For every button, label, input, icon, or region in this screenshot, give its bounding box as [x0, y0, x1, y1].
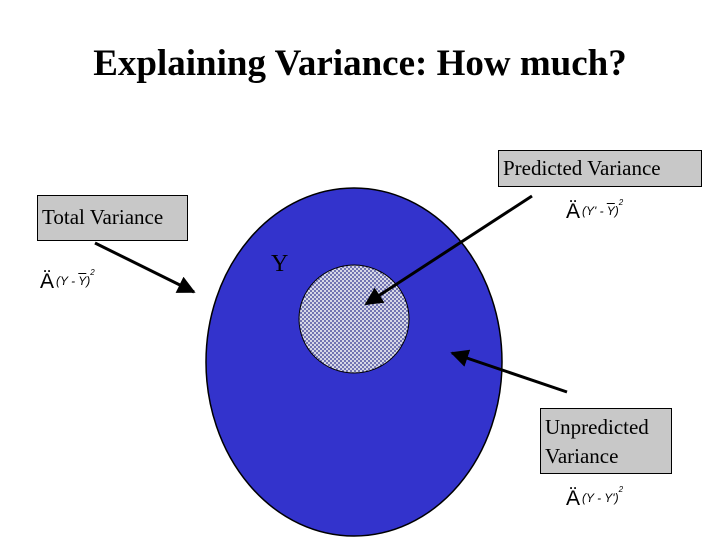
formula-square: 2	[90, 268, 95, 277]
predicted-variance-circle	[298, 264, 410, 374]
total-variance-arrow	[94, 241, 196, 294]
formula-minus: -	[599, 204, 604, 218]
formula-minus: -	[71, 274, 76, 288]
unpredicted-variance-formula: Ä (Y - Y')2	[566, 485, 624, 510]
total-variance-formula: Ä (Y - Y)2	[40, 268, 95, 293]
formula-y: Y'	[586, 204, 597, 218]
predicted-variance-formula: Ä (Y' - Y)2	[566, 198, 624, 223]
unpredicted-variance-arrow	[450, 349, 568, 394]
total-variance-label: Total Variance	[37, 195, 188, 241]
formula-y: Y	[586, 491, 594, 505]
unpredicted-variance-label: Unpredicted Variance	[540, 408, 672, 474]
slide-title: Explaining Variance: How much?	[93, 43, 627, 84]
sum-symbol: Ä	[40, 270, 55, 293]
formula-mean: Y'	[604, 491, 615, 505]
formula-square: 2	[618, 485, 624, 494]
predicted-variance-arrow	[364, 194, 533, 306]
sum-symbol: Ä	[566, 200, 581, 223]
formula-minus: -	[597, 491, 602, 505]
sum-symbol: Ä	[566, 487, 581, 510]
predicted-variance-label: Predicted Variance	[498, 150, 702, 187]
formula-y: Y	[60, 274, 68, 288]
formula-mean: Y	[78, 274, 87, 288]
y-label: Y	[271, 251, 289, 277]
formula-square: 2	[618, 198, 624, 207]
formula-mean: Y	[606, 204, 615, 218]
